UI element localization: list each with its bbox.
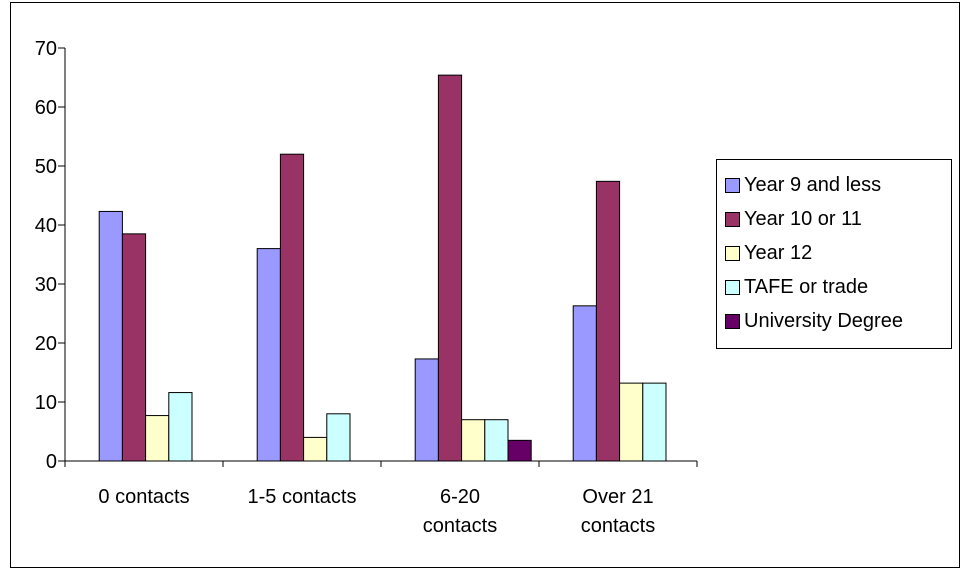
x-tick-label: contacts <box>423 515 497 537</box>
y-tick-label: 20 <box>35 333 57 355</box>
bar-year-12-2 <box>461 419 486 462</box>
legend-item: University Degree <box>717 304 951 338</box>
bar-year-9-and-less-3 <box>572 305 597 462</box>
x-tick-label: 6-20 <box>440 486 480 508</box>
x-tick-label: contacts <box>581 515 655 537</box>
bars <box>98 74 667 462</box>
y-tick-label: 50 <box>35 156 57 178</box>
legend-item: Year 10 or 11 <box>717 202 951 236</box>
legend-label: TAFE or trade <box>744 275 869 298</box>
y-tick-label: 60 <box>35 97 57 119</box>
y-tick-label: 10 <box>35 392 57 414</box>
bar-year-9-and-less-2 <box>414 358 439 462</box>
bar-year-10-or-11-3 <box>595 180 621 462</box>
bar-year-9-and-less-1 <box>256 248 281 462</box>
x-tick-label: 0 contacts <box>98 486 189 508</box>
legend-swatch <box>725 177 740 193</box>
bar-university-degree-2 <box>507 439 532 462</box>
bar-year-10-or-11-2 <box>437 74 463 462</box>
bar-year-12-3 <box>619 382 644 462</box>
legend-item: Year 9 and less <box>717 168 951 202</box>
bar-tafe-or-trade-2 <box>484 419 509 462</box>
y-tick-label: 40 <box>35 215 57 237</box>
legend-item: TAFE or trade <box>717 270 951 304</box>
legend-label: Year 10 or 11 <box>744 207 862 230</box>
bar-tafe-or-trade-0 <box>168 392 193 462</box>
bar-year-12-0 <box>145 415 170 462</box>
legend-item: Year 12 <box>717 236 951 270</box>
legend: Year 9 and less Year 10 or 11 Year 12 TAFE … <box>716 159 952 349</box>
y-tick-label: 0 <box>46 451 57 473</box>
bar-tafe-or-trade-3 <box>642 382 667 462</box>
bar-year-12-1 <box>303 436 328 462</box>
bar-year-10-or-11-0 <box>121 233 147 462</box>
legend-swatch <box>725 245 740 261</box>
bar-year-10-or-11-1 <box>279 153 305 462</box>
legend-label: University Degree <box>744 309 903 332</box>
y-tick-label: 70 <box>35 38 57 60</box>
x-tick-label: Over 21 <box>582 486 653 508</box>
bar-tafe-or-trade-1 <box>326 413 351 462</box>
bar-year-9-and-less-0 <box>98 210 123 462</box>
legend-label: Year 12 <box>744 241 813 264</box>
x-axis: 0 contacts 1-5 contacts 6-20 contacts Over 2… <box>64 460 698 537</box>
y-tick-label: 30 <box>35 274 57 296</box>
legend-swatch <box>725 313 740 329</box>
legend-label: Year 9 and less <box>744 173 882 196</box>
y-axis: 0 10 20 30 40 50 60 70 <box>35 38 66 473</box>
legend-swatch <box>725 279 740 295</box>
legend-swatch <box>725 211 740 227</box>
x-tick-label: 1-5 contacts <box>248 486 357 508</box>
